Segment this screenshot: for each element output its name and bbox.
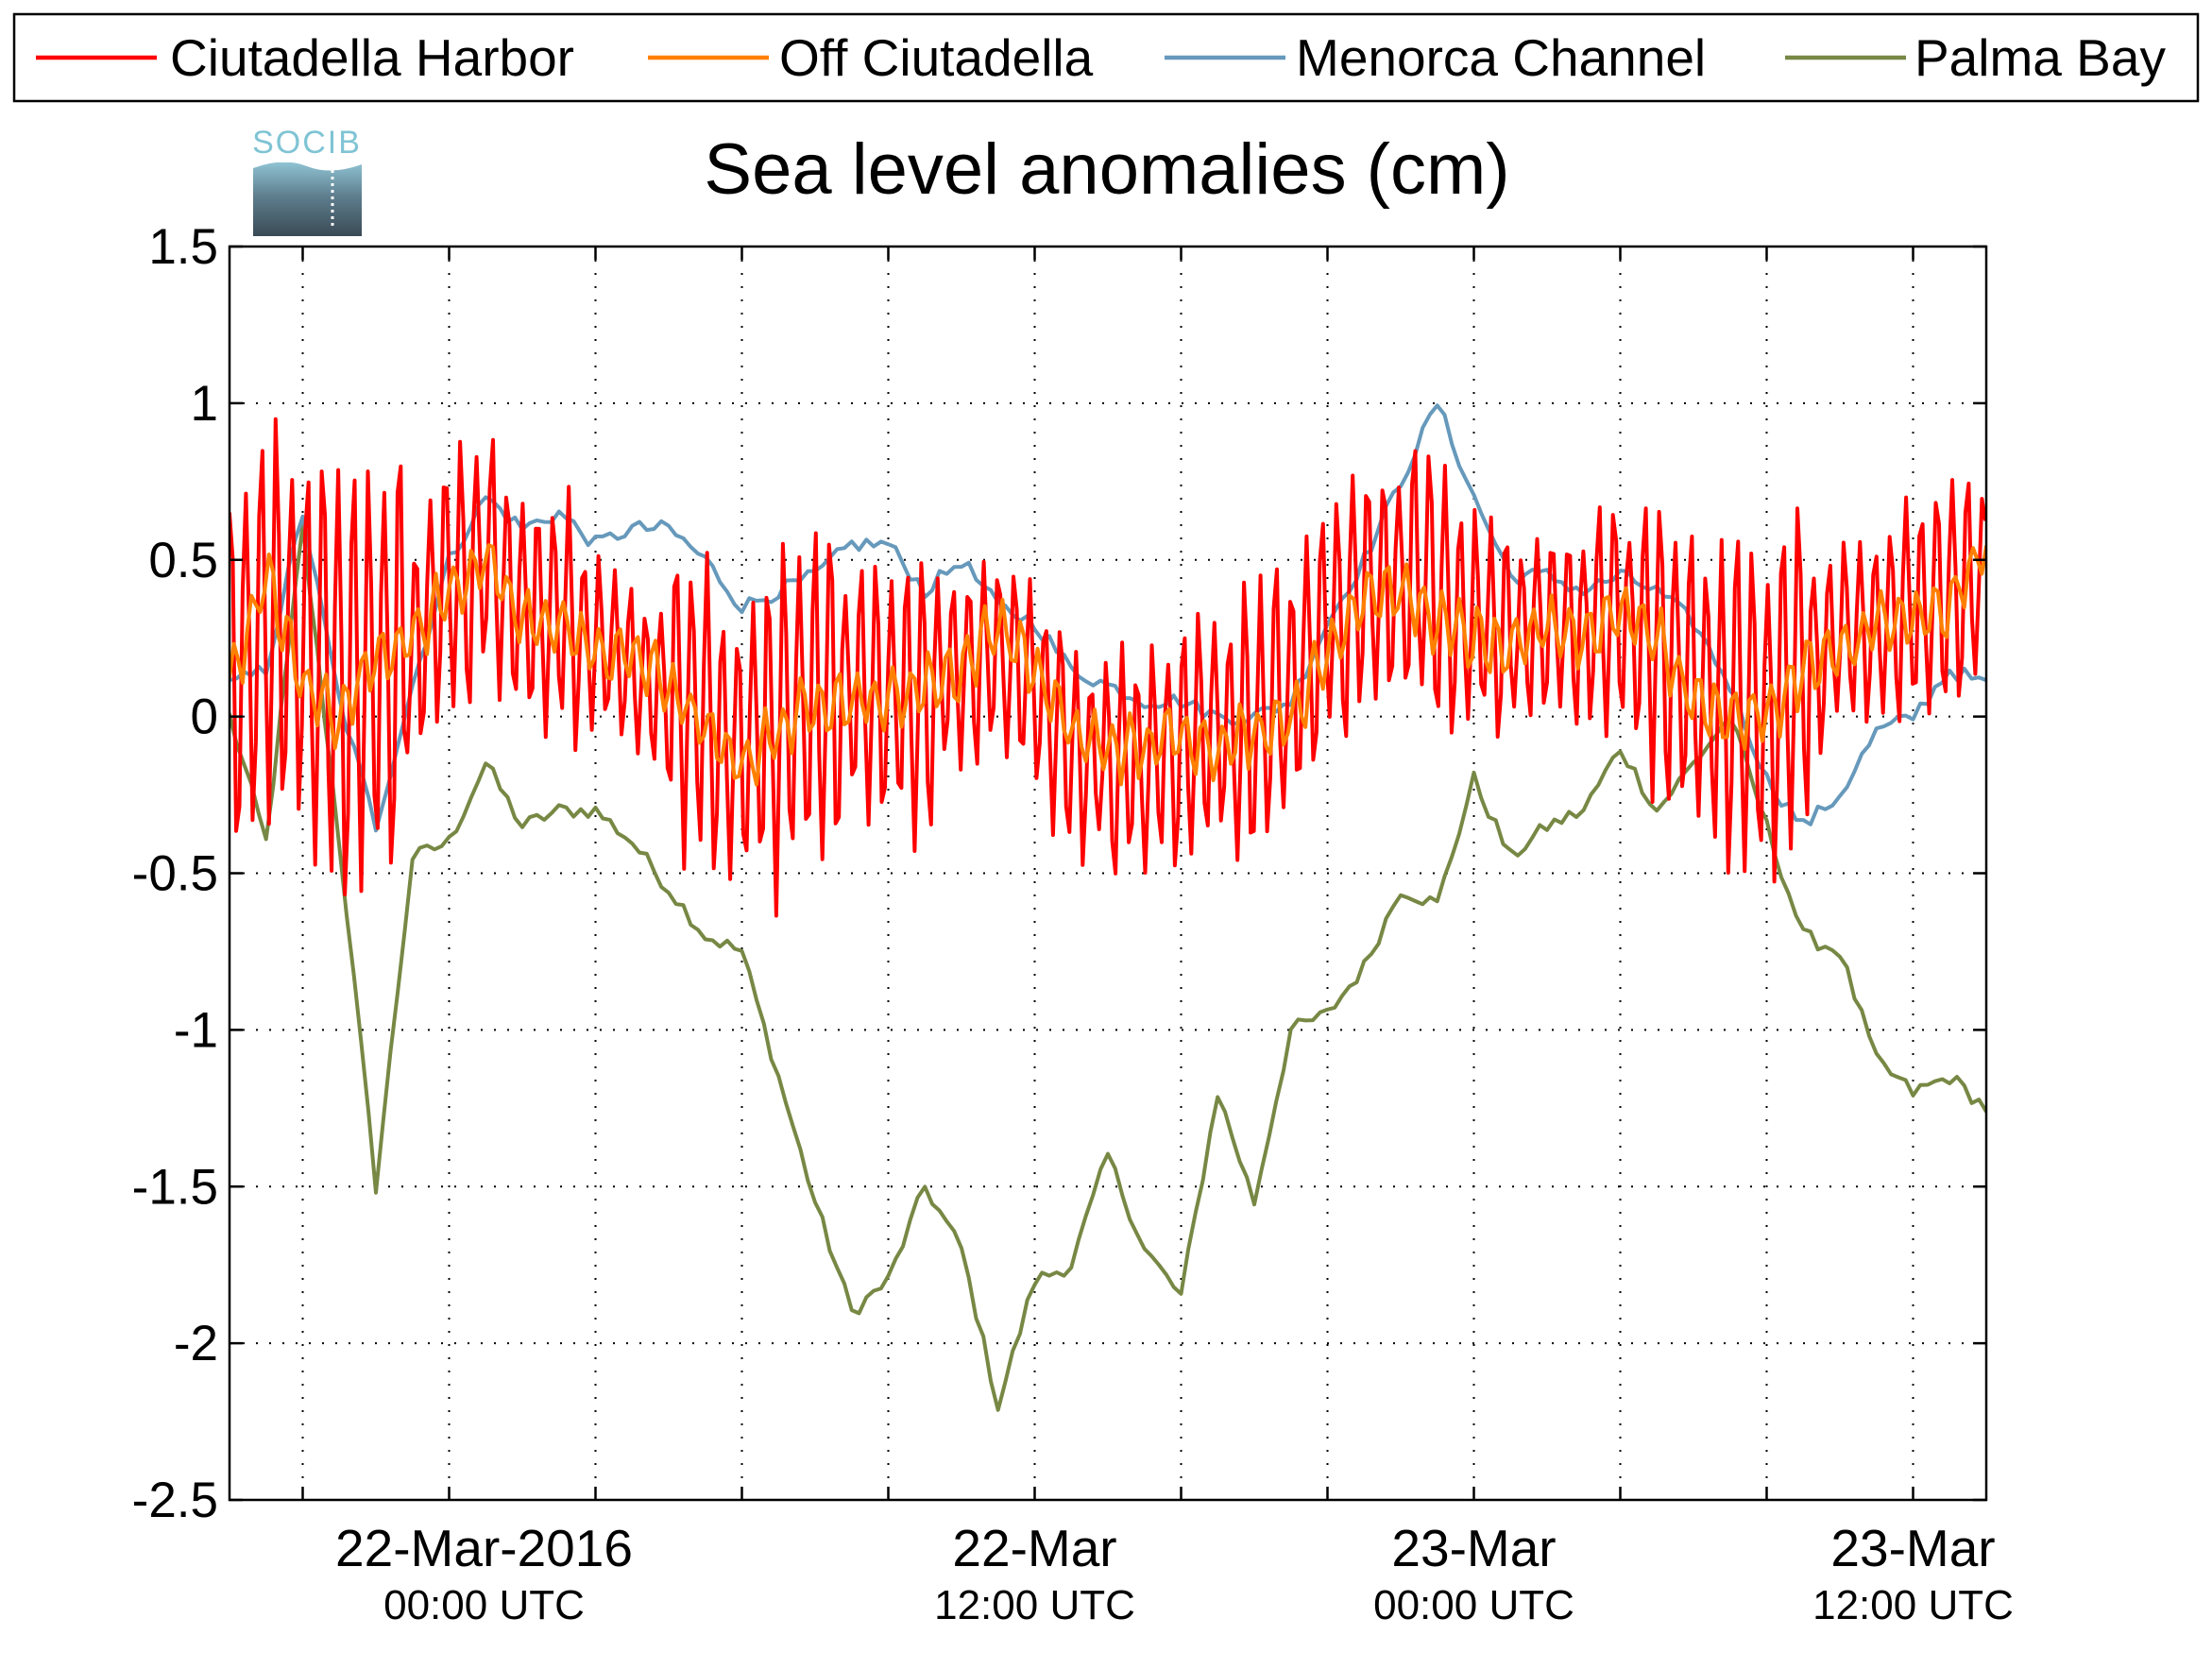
y-tick-label: -0.5 xyxy=(132,846,218,902)
y-tick-label: 0 xyxy=(191,690,218,745)
x-tick-date: 22-Mar xyxy=(952,1519,1116,1577)
legend: Ciutadella Harbor Off Ciutadella Menorca C… xyxy=(12,12,2200,103)
x-tick-date: 23-Mar xyxy=(1830,1519,1995,1577)
socib-logo: SOCIB xyxy=(252,125,362,236)
y-tick-label: -2.5 xyxy=(132,1473,218,1528)
x-axis-labels: 22-Mar-2016 00:00 UTC 22-Mar 12:00 UTC 23-Ma… xyxy=(335,1519,2014,1628)
x-tick-time: 00:00 UTC xyxy=(1373,1582,1574,1628)
series-line-palma-bay xyxy=(230,522,1986,1412)
axis-ticks xyxy=(230,245,1986,1502)
x-tick-date: 23-Mar xyxy=(1391,1519,1556,1577)
series-group xyxy=(230,403,1986,1412)
series-line-ciutadella-harbor xyxy=(230,417,1986,918)
y-tick-label: 0.5 xyxy=(148,533,218,588)
y-tick-label: -1.5 xyxy=(132,1159,218,1215)
x-tick-time: 12:00 UTC xyxy=(934,1582,1135,1628)
y-tick-label: -2 xyxy=(174,1316,218,1371)
legend-label: Palma Bay xyxy=(1914,28,2166,87)
x-tick-date: 22-Mar-2016 xyxy=(335,1519,633,1577)
y-tick-label: -1 xyxy=(174,1002,218,1058)
legend-label: Off Ciutadella xyxy=(779,28,1094,87)
plot-frame xyxy=(228,245,1988,1502)
gridlines xyxy=(230,247,1986,1500)
legend-label: Menorca Channel xyxy=(1296,28,1706,87)
chart-title: Sea level anomalies (cm) xyxy=(704,129,1509,210)
y-axis-labels: 1.5 1 0.5 0 -0.5 -1 -1.5 -2 -2.5 xyxy=(132,219,218,1528)
series-line-off-ciutadella xyxy=(230,543,1986,787)
y-tick-label: 1.5 xyxy=(148,219,218,275)
y-tick-label: 1 xyxy=(191,376,218,432)
x-tick-time: 12:00 UTC xyxy=(1812,1582,2014,1628)
x-tick-time: 00:00 UTC xyxy=(383,1582,585,1628)
logo-text: SOCIB xyxy=(252,125,362,161)
legend-label: Ciutadella Harbor xyxy=(170,28,574,87)
